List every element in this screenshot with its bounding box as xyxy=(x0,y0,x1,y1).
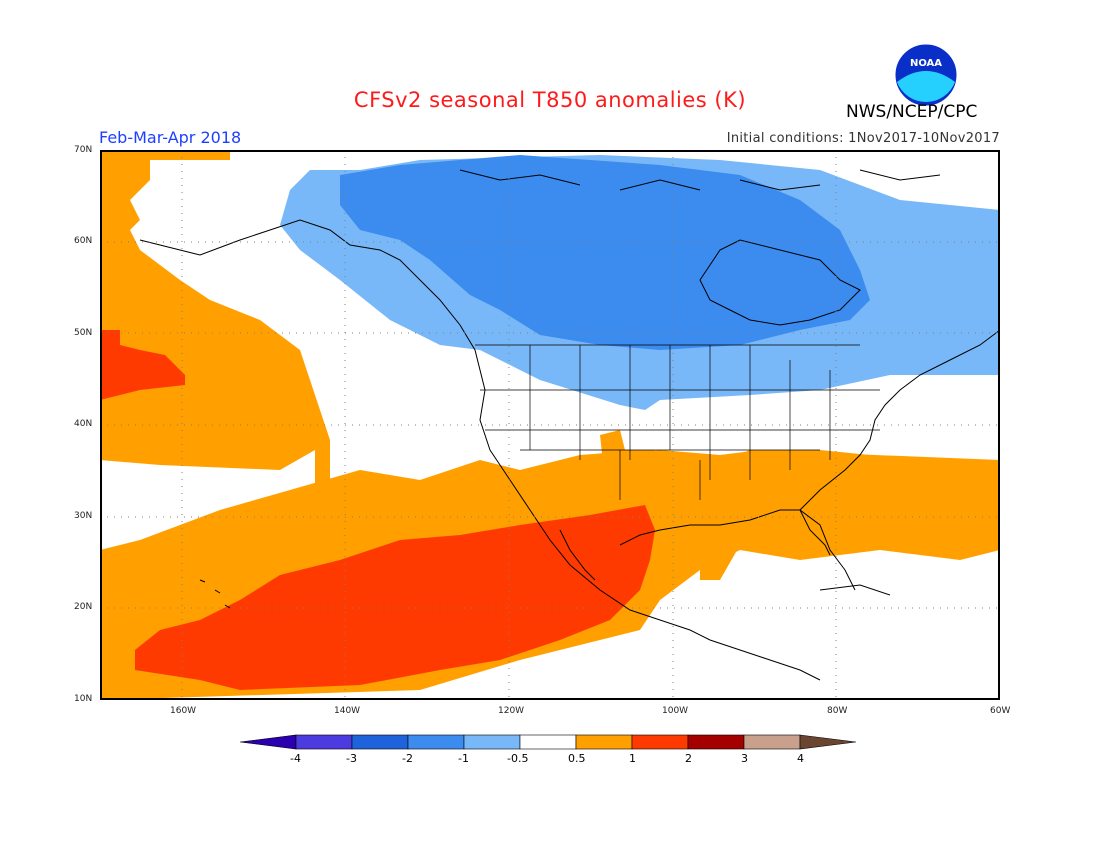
lon-label-60w: 60W xyxy=(990,706,1011,716)
noaa-logo: NOAA xyxy=(894,43,958,107)
colorbar xyxy=(240,734,857,750)
lon-label-120w: 120W xyxy=(498,706,525,716)
lat-label-70n: 70N xyxy=(74,145,93,155)
florida xyxy=(799,509,831,556)
lat-label-30n: 30N xyxy=(74,511,93,521)
colorbar-segment xyxy=(407,734,465,750)
colorbar-label-m3: -3 xyxy=(346,752,357,765)
graticule xyxy=(100,150,1000,700)
hudson-bay xyxy=(699,239,861,326)
cuba xyxy=(819,584,891,596)
organization-label: NWS/NCEP/CPC xyxy=(846,102,978,122)
colorbar-segment xyxy=(519,734,577,750)
colorbar-label-p3: 3 xyxy=(741,752,748,765)
colorbar-label-m1: -1 xyxy=(458,752,469,765)
anomaly-red-north-pacific xyxy=(100,330,185,400)
arctic-islands xyxy=(459,169,941,191)
lat-label-10n: 10N xyxy=(74,694,93,704)
colorbar-segment xyxy=(631,734,689,750)
colorbar-label-m4: -4 xyxy=(290,752,301,765)
colorbar-segment xyxy=(463,734,521,750)
colorbar-segment xyxy=(575,734,633,750)
lon-label-160w: 160W xyxy=(170,706,197,716)
us-state-borders xyxy=(475,344,880,500)
anomaly-map xyxy=(100,150,1000,700)
lon-label-100w: 100W xyxy=(662,706,689,716)
lon-label-80w: 80W xyxy=(827,706,848,716)
colorbar-arrow-low xyxy=(240,734,297,750)
colorbar-label-p1: 1 xyxy=(629,752,636,765)
anomaly-blue-canada xyxy=(340,155,870,350)
anomaly-red-subtropical xyxy=(135,505,655,690)
colorbar-label-m2: -2 xyxy=(402,752,413,765)
west-coast xyxy=(139,219,821,681)
coastlines xyxy=(139,169,1000,681)
lat-label-20n: 20N xyxy=(74,602,93,612)
map-frame xyxy=(100,150,1000,700)
colorbar-segment xyxy=(687,734,745,750)
gulf-coast xyxy=(619,509,856,591)
baja xyxy=(559,529,596,581)
anomaly-orange-gulf-atlantic xyxy=(590,450,900,580)
colorbar-label-p2: 2 xyxy=(685,752,692,765)
colorbar-arrow-high xyxy=(799,734,857,750)
anomaly-orange-pacific-north xyxy=(100,150,330,500)
forecast-period: Feb-Mar-Apr 2018 xyxy=(99,128,242,147)
colorbar-segment xyxy=(743,734,801,750)
hawaii xyxy=(199,579,231,609)
colorbar-segment xyxy=(351,734,409,750)
colorbar-label-p4: 4 xyxy=(797,752,804,765)
colorbar-label-p05: 0.5 xyxy=(568,752,586,765)
colorbar-segment xyxy=(295,734,353,750)
map-title: CFSv2 seasonal T850 anomalies (K) xyxy=(353,88,747,112)
initial-conditions: Initial conditions: 1Nov2017-10Nov2017 xyxy=(726,131,1000,146)
lat-label-60n: 60N xyxy=(74,236,93,246)
logo-text: NOAA xyxy=(910,58,942,69)
lat-label-50n: 50N xyxy=(74,328,93,338)
lon-label-140w: 140W xyxy=(334,706,361,716)
east-coast xyxy=(799,329,1000,511)
colorbar-label-m05: -0.5 xyxy=(507,752,529,765)
lat-label-40n: 40N xyxy=(74,419,93,429)
